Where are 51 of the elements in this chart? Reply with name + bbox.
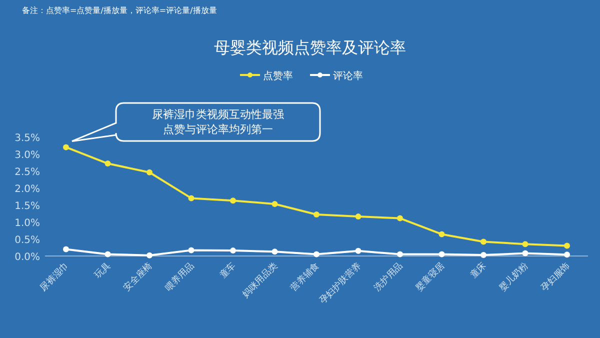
y-tick-label: 2.5%	[14, 167, 40, 178]
x-tick-label: 婴儿奶粉	[497, 260, 530, 294]
title: 母婴类视频点赞率及评论率	[214, 38, 406, 57]
y-tick-label: 1.5%	[14, 201, 40, 212]
x-tick-label: 尿裤湿巾	[38, 260, 72, 294]
x-tick-label: 安全座椅	[121, 260, 155, 294]
point	[564, 252, 570, 258]
point	[522, 250, 528, 256]
y-tick-label: 3.0%	[14, 150, 40, 161]
point	[272, 200, 278, 207]
point	[63, 144, 69, 150]
legend-label: 点赞率	[263, 70, 293, 82]
x-tick-label: 玩具	[92, 260, 113, 281]
point	[397, 251, 403, 258]
y-tick-label: 0.5%	[14, 235, 40, 246]
point	[355, 214, 362, 220]
point	[355, 248, 362, 254]
x-tick-label: 孕妇服饰	[538, 260, 572, 294]
point	[314, 212, 320, 218]
annotation: 点赞与评论率均列第一	[163, 123, 273, 136]
point	[230, 198, 236, 204]
annotation: 备注：点赞率=点赞量/播放量，评论率=评论量/播放量	[22, 6, 217, 15]
x-tick-label: 童床	[468, 260, 489, 281]
point	[272, 248, 278, 255]
point	[146, 169, 152, 176]
annotation: 尿裤湿巾类视频互动性最强	[152, 108, 284, 121]
point	[188, 195, 194, 202]
x-tick-label: 喂养用品	[163, 260, 196, 294]
point	[230, 248, 236, 254]
x-tick-label: 童车	[218, 260, 238, 281]
x-tick-label: 妈咪用品类	[240, 260, 280, 300]
point	[564, 242, 570, 249]
point	[146, 252, 152, 258]
point	[522, 241, 528, 248]
point	[104, 251, 111, 258]
point	[63, 246, 69, 252]
point	[314, 251, 320, 258]
y-tick-label: 3.5%	[14, 133, 40, 144]
point	[188, 247, 194, 254]
point	[438, 251, 445, 258]
legend-label: 评论率	[333, 70, 363, 82]
point	[104, 160, 111, 167]
x-tick-label: 洗护用品	[372, 260, 406, 294]
x-tick-label: 婴童寝居	[414, 260, 447, 294]
point	[480, 238, 486, 245]
point	[397, 215, 403, 222]
y-tick-label: 0.0%	[14, 252, 40, 263]
point	[438, 231, 445, 238]
y-tick-label: 2.0%	[14, 184, 40, 195]
y-tick-label: 1.0%	[14, 218, 40, 229]
point	[480, 252, 486, 258]
